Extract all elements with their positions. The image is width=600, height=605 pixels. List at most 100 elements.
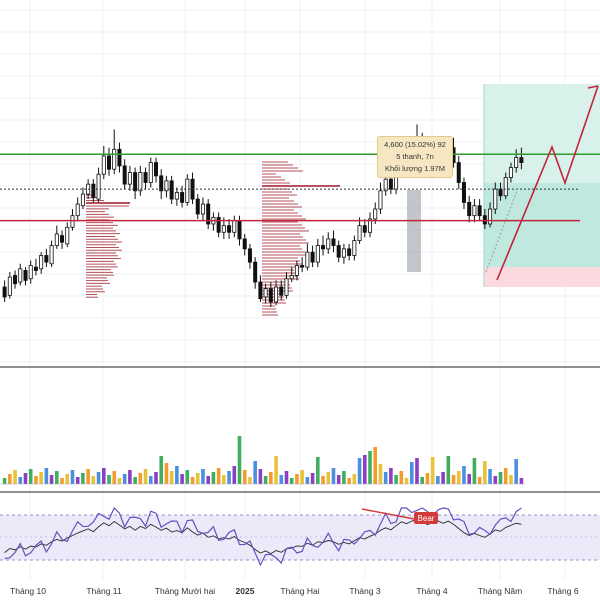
x-tick-label: 2025 — [236, 586, 255, 596]
candle-body — [216, 216, 221, 233]
candle-body — [274, 286, 279, 303]
volume-bar — [13, 470, 17, 484]
volume-bar — [404, 478, 409, 484]
position-zones — [483, 84, 600, 287]
candle-body — [227, 225, 232, 233]
candle-body — [336, 245, 341, 258]
candle-body — [54, 233, 59, 246]
candle-body — [388, 178, 393, 190]
candle-body — [310, 251, 315, 263]
volume-bar — [441, 472, 445, 484]
projection-path — [485, 85, 599, 281]
volume-bar — [107, 475, 111, 484]
volume-bar — [8, 474, 12, 484]
volume-bar — [456, 471, 461, 484]
volume-bar — [117, 478, 122, 484]
candle-body — [362, 225, 367, 233]
candle-body — [112, 148, 117, 170]
info-line-1: 4,600 (15.02%) 92 — [384, 140, 446, 149]
volume-bar — [378, 464, 383, 484]
volume-bar — [462, 466, 466, 484]
volume-bar — [128, 470, 132, 484]
candle-body — [498, 188, 503, 197]
candle-body — [357, 225, 362, 241]
candle-body — [514, 157, 519, 168]
x-axis: Tháng 10 Tháng 11 Tháng Mười hai 2025 Tháng … — [10, 586, 579, 596]
candle-body — [237, 220, 242, 240]
candle-body — [13, 275, 18, 285]
projection-guide — [485, 187, 519, 273]
candle-body — [289, 275, 294, 280]
candle-body — [221, 225, 226, 233]
candle-body — [18, 268, 23, 283]
candle-body — [519, 157, 524, 163]
volume-bar — [509, 475, 513, 484]
volume-bar — [258, 469, 263, 484]
volume-bar — [389, 468, 393, 484]
volume-bar — [352, 474, 357, 484]
volume-bar — [289, 478, 294, 484]
volume-profiles — [86, 161, 340, 316]
candle-body — [315, 245, 320, 263]
volume-bar — [65, 474, 70, 484]
candle-body — [247, 248, 252, 263]
candle-body — [2, 286, 7, 298]
x-tick-label: Tháng 10 — [10, 586, 46, 596]
candle-body — [117, 148, 122, 167]
volume-bar — [91, 476, 96, 484]
candle-body — [44, 255, 49, 263]
candle-body — [493, 188, 498, 210]
volume-bar — [28, 469, 33, 484]
candle-body — [461, 182, 466, 203]
candle-body — [169, 180, 174, 200]
volume-bar — [430, 457, 435, 484]
volume-bar — [477, 477, 482, 484]
candle-body — [174, 192, 179, 200]
volume-bar — [446, 456, 451, 484]
x-tick-label: Tháng 6 — [547, 586, 578, 596]
candle-body — [347, 248, 352, 256]
volume-bar — [180, 474, 184, 484]
volume-bar — [269, 472, 273, 484]
volume-bar — [201, 469, 205, 484]
x-tick-label: Tháng 4 — [416, 586, 447, 596]
volume-bar — [101, 468, 106, 484]
volume-bar — [169, 471, 174, 484]
volume-bar — [503, 468, 508, 484]
volume-bar — [138, 473, 143, 484]
volume-bar — [305, 477, 310, 484]
volume-bar — [373, 447, 378, 484]
volume-bar — [81, 473, 85, 484]
candle-body — [164, 180, 169, 192]
candle-body — [70, 215, 75, 228]
volume-bar — [175, 466, 179, 484]
x-tick-label: Tháng Hai — [280, 586, 319, 596]
volume-bar — [96, 472, 101, 484]
measure-highlight — [407, 190, 421, 272]
volume-bar — [55, 471, 59, 484]
volume-bar — [248, 477, 252, 484]
volume-bar — [451, 475, 456, 484]
candle-body — [80, 193, 85, 207]
candle-body — [341, 248, 346, 258]
volume-bar — [420, 477, 425, 484]
candle-body — [185, 178, 190, 203]
candle-body — [352, 240, 357, 256]
volume-bar — [483, 461, 487, 484]
volume-bar — [227, 471, 231, 484]
volume-bar — [357, 458, 362, 484]
volume-bar — [39, 472, 43, 484]
candle-body — [7, 276, 12, 296]
volume-bar — [232, 466, 237, 484]
volume-bar — [253, 461, 257, 484]
volume-bar — [86, 469, 90, 484]
candle-body — [467, 202, 472, 217]
stop-zone — [484, 267, 600, 287]
volume-bar — [519, 478, 524, 484]
candle-body — [159, 175, 164, 192]
candle-body — [65, 226, 70, 245]
volume-bar — [316, 457, 320, 484]
candle-body — [127, 172, 132, 185]
projection-line — [496, 85, 599, 281]
